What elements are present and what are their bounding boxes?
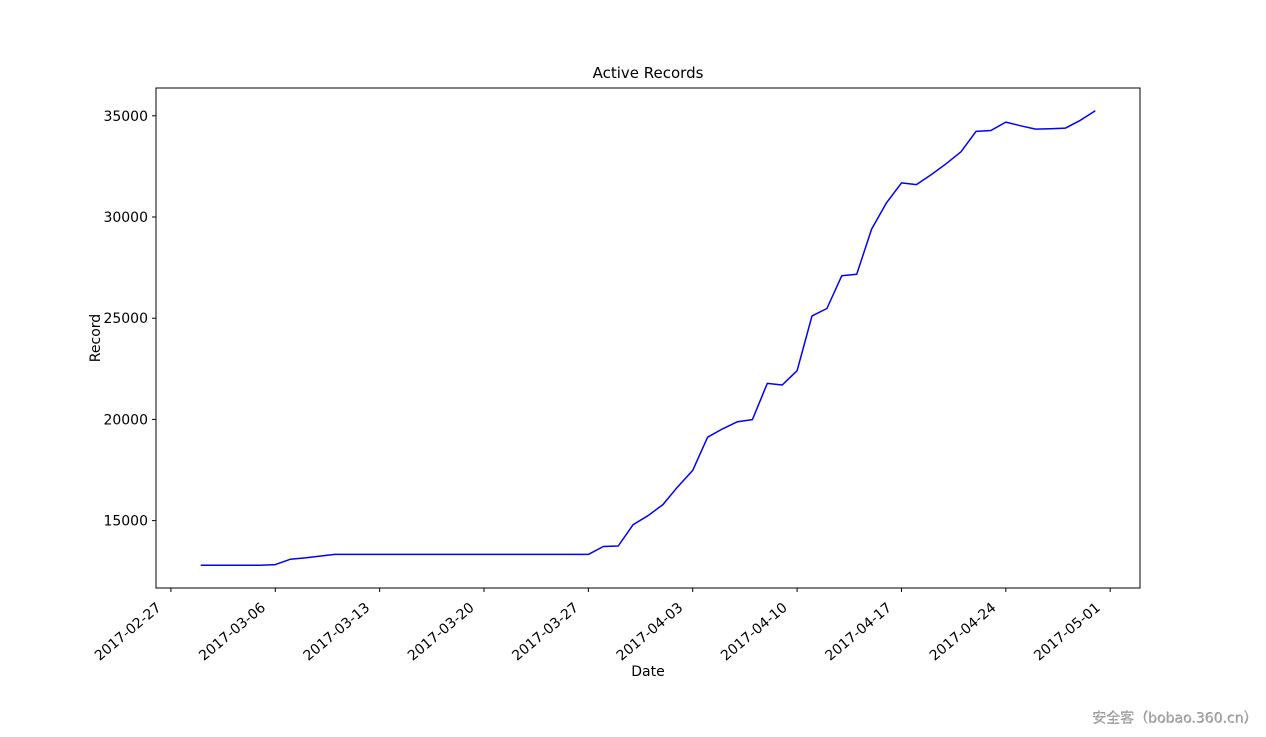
x-tick-label: 2017-02-27 [92,600,165,665]
axes-spines [155,87,1141,589]
y-tick-label: 15000 [103,514,148,530]
x-tick-label: 2017-04-10 [718,600,791,665]
x-axis-label: Date [631,664,665,680]
x-tick-label: 2017-05-01 [1031,600,1104,665]
x-tick-label: 2017-04-24 [927,600,1000,665]
chart-title: Active Records [592,64,704,82]
y-axis-label-text: Record [88,313,104,363]
x-tick-label: 2017-03-06 [196,600,269,665]
y-tick-label: 25000 [103,311,148,327]
x-tick-label: 2017-03-20 [405,600,478,665]
y-tick-label: 20000 [103,412,148,428]
x-tick-label: 2017-03-13 [301,600,374,665]
y-tick-label: 30000 [103,210,148,226]
x-tick-label: 2017-03-27 [509,600,582,665]
x-tick-label: 2017-04-17 [822,600,895,665]
watermark: 安全客（bobao.360.cn） [1092,711,1258,727]
y-tick-label: 35000 [103,109,148,125]
x-tick-label: 2017-04-03 [614,600,687,665]
data-line-active-records [200,110,1096,566]
